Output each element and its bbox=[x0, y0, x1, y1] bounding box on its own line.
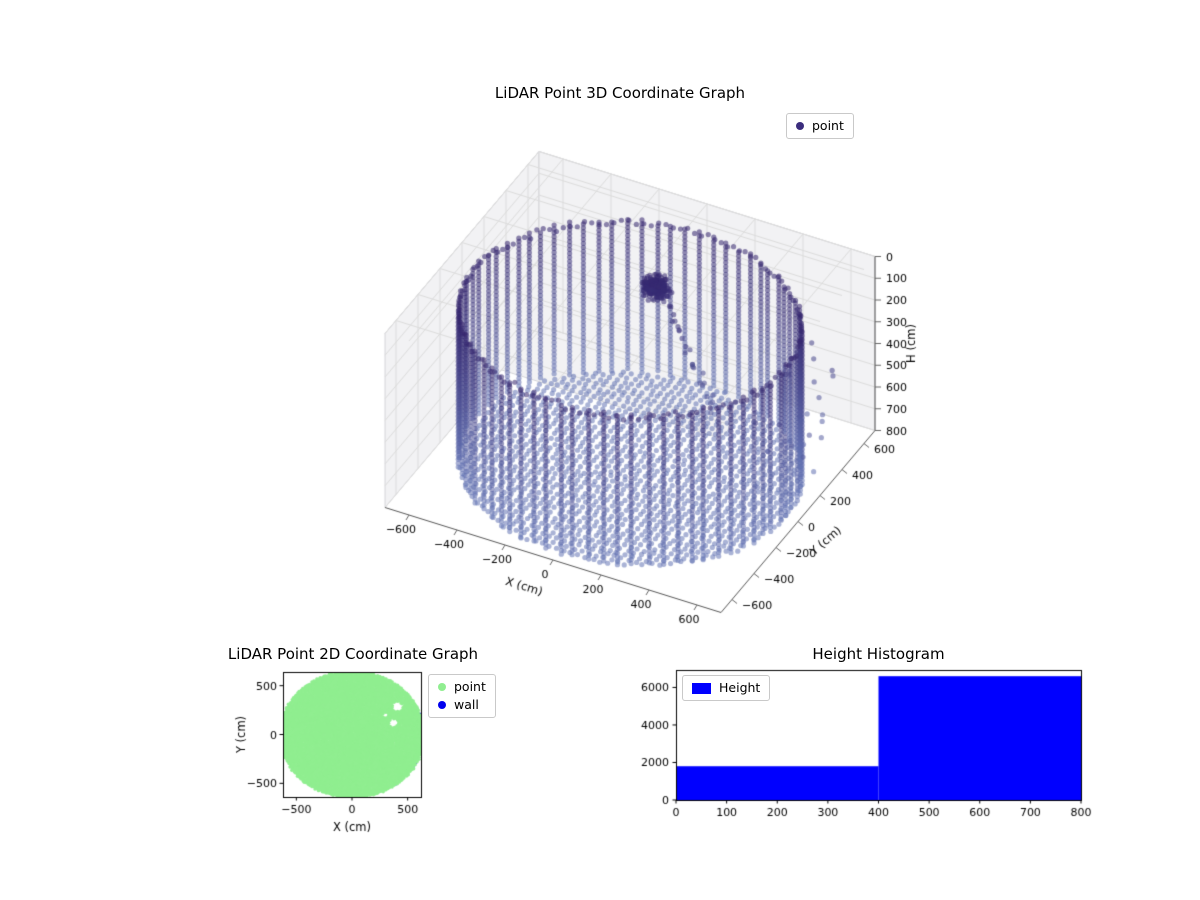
legend-label-wall: wall bbox=[454, 697, 479, 713]
plot3d-canvas bbox=[290, 80, 950, 660]
point-marker-icon bbox=[796, 122, 804, 131]
histogram-legend: Height bbox=[682, 675, 771, 702]
plot2d-canvas bbox=[198, 640, 528, 860]
legend-item-point: point bbox=[438, 678, 486, 696]
height-bar-swatch-icon bbox=[692, 682, 711, 694]
plot3d-title: LiDAR Point 3D Coordinate Graph bbox=[494, 84, 746, 102]
histogram-title: Height Histogram bbox=[812, 645, 945, 663]
legend-item-point: point bbox=[796, 117, 844, 135]
plot3d-legend: point bbox=[786, 113, 854, 140]
plot2d-legend: point wall bbox=[428, 674, 496, 719]
legend-label-point: point bbox=[812, 118, 844, 133]
legend-label-height: Height bbox=[719, 680, 761, 695]
plot2d-title: LiDAR Point 2D Coordinate Graph bbox=[227, 645, 479, 663]
legend-item-height: Height bbox=[692, 679, 760, 697]
legend-label-point: point bbox=[454, 679, 486, 694]
point-marker-icon bbox=[438, 683, 446, 692]
histogram-canvas bbox=[600, 640, 1110, 860]
wall-marker-icon bbox=[438, 701, 446, 710]
legend-item-wall: wall bbox=[438, 696, 486, 714]
